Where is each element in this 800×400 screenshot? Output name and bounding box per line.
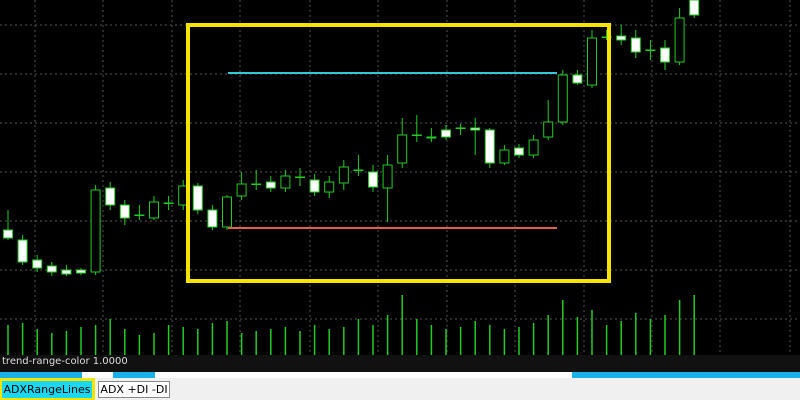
candle-body	[236, 183, 247, 197]
candle-body	[324, 181, 335, 193]
candle-body	[280, 175, 291, 189]
candle-body	[149, 201, 159, 219]
status-text: trend-range-color 1.0000	[2, 356, 128, 367]
tab[interactable]: ADX +DI -DI	[98, 381, 170, 398]
candle-body	[528, 139, 539, 156]
tab-bar	[0, 378, 800, 400]
color-strip	[0, 372, 800, 378]
candle-body	[543, 121, 554, 138]
candle-body	[192, 185, 203, 211]
candle-body	[295, 176, 305, 178]
candle-body	[338, 166, 349, 184]
candle-body	[601, 36, 612, 38]
candle-body	[90, 189, 101, 273]
candle-body	[572, 74, 583, 84]
candle-body	[368, 171, 378, 188]
candle-body	[397, 134, 408, 164]
candle-body	[134, 214, 145, 216]
tab[interactable]: ADXRangeLines	[0, 378, 95, 400]
candle-body	[3, 229, 13, 239]
candle-body	[382, 164, 393, 189]
candle-body	[441, 129, 451, 138]
candle-body	[309, 179, 320, 193]
candle-body	[470, 127, 481, 131]
candle-body	[630, 37, 641, 53]
candle-body	[514, 147, 524, 156]
candle-body	[616, 35, 627, 41]
highlight-box	[186, 23, 611, 283]
candle-body	[411, 134, 422, 136]
candle-body	[32, 259, 43, 269]
candle-body	[499, 149, 510, 164]
candle-body	[587, 37, 597, 86]
candle-body	[119, 204, 130, 219]
candle-body	[645, 49, 656, 51]
candle-body	[251, 183, 262, 185]
candle-body	[222, 196, 232, 228]
status-bar	[0, 355, 800, 372]
candle-body	[660, 47, 670, 63]
color-strip-segment	[0, 372, 82, 378]
color-strip-segment	[572, 372, 800, 378]
candle-body	[674, 17, 685, 63]
candle-body	[61, 269, 72, 275]
candle-body	[17, 239, 28, 263]
candle-body	[76, 269, 86, 274]
candle-body	[46, 265, 57, 273]
candle-body	[689, 0, 700, 16]
candle-body	[557, 74, 568, 123]
candle-body	[455, 127, 466, 129]
candle-body	[353, 169, 364, 171]
candle-body	[426, 136, 437, 139]
color-strip-segment	[113, 372, 155, 378]
candle-body	[265, 181, 276, 189]
candle-body	[105, 187, 116, 206]
candle-body	[207, 209, 218, 228]
candle-body	[484, 129, 495, 164]
candle-body	[163, 202, 174, 204]
